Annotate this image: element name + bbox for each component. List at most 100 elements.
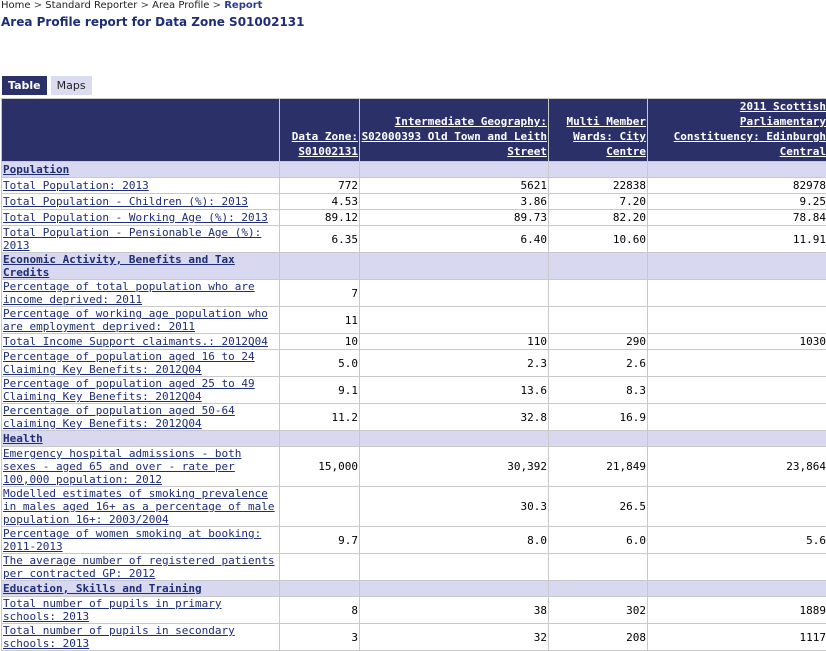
table-row: Total Income Support claimants.: 2012Q04… xyxy=(2,334,826,350)
value-cell: 10.60 xyxy=(549,226,648,253)
section-empty-cell xyxy=(549,431,648,447)
section-title-link[interactable]: Education, Skills and Training xyxy=(3,582,202,595)
value-cell: 2.6 xyxy=(549,350,648,377)
indicator-link[interactable]: Total Income Support claimants.: 2012Q04 xyxy=(3,335,268,348)
section-empty-cell xyxy=(280,253,360,280)
value-cell: 11 xyxy=(280,307,360,334)
column-header-link[interactable]: Data Zone: S01002131 xyxy=(292,130,358,158)
value-cell: 6.35 xyxy=(280,226,360,253)
indicator-link[interactable]: The average number of registered patient… xyxy=(3,554,275,580)
tab-table[interactable]: Table xyxy=(2,76,47,95)
breadcrumb-current: Report xyxy=(224,0,262,11)
section-empty-cell xyxy=(648,431,826,447)
value-cell: 5621 xyxy=(360,178,549,194)
value-cell xyxy=(648,307,826,334)
indicator-label-cell: The average number of registered patient… xyxy=(2,554,280,581)
value-cell xyxy=(648,280,826,307)
section-title-cell: Health xyxy=(2,431,280,447)
indicator-link[interactable]: Percentage of total population who are i… xyxy=(3,280,255,306)
section-title-cell: Education, Skills and Training xyxy=(2,581,280,597)
table-row: Total Population - Pensionable Age (%): … xyxy=(2,226,826,253)
value-cell: 1117 xyxy=(648,624,826,651)
table-row: The average number of registered patient… xyxy=(2,554,826,581)
value-cell: 11.91 xyxy=(648,226,826,253)
value-cell: 302 xyxy=(549,597,648,624)
value-cell: 13.6 xyxy=(360,377,549,404)
value-cell xyxy=(648,377,826,404)
indicator-label-cell: Total Population - Pensionable Age (%): … xyxy=(2,226,280,253)
indicator-label-cell: Total Population - Working Age (%): 2013 xyxy=(2,210,280,226)
indicator-label-cell: Percentage of women smoking at booking: … xyxy=(2,527,280,554)
indicator-link[interactable]: Total Population - Pensionable Age (%): … xyxy=(3,226,261,252)
indicator-link[interactable]: Total Population: 2013 xyxy=(3,179,149,192)
section-header-row: Economic Activity, Benefits and Tax Cred… xyxy=(2,253,826,280)
value-cell: 23,864 xyxy=(648,447,826,487)
value-cell: 4.53 xyxy=(280,194,360,210)
indicator-label-cell: Percentage of working age population who… xyxy=(2,307,280,334)
section-title-link[interactable]: Health xyxy=(3,432,43,445)
value-cell xyxy=(648,487,826,527)
value-cell: 110 xyxy=(360,334,549,350)
value-cell: 5.0 xyxy=(280,350,360,377)
section-empty-cell xyxy=(280,581,360,597)
indicator-link[interactable]: Percentage of working age population who… xyxy=(3,307,268,333)
value-cell: 6.0 xyxy=(549,527,648,554)
tab-maps[interactable]: Maps xyxy=(51,76,92,95)
indicator-link[interactable]: Percentage of population aged 25 to 49 C… xyxy=(3,377,255,403)
indicator-link[interactable]: Emergency hospital admissions - both sex… xyxy=(3,447,241,486)
indicator-label-cell: Total Income Support claimants.: 2012Q04 xyxy=(2,334,280,350)
value-cell xyxy=(648,554,826,581)
column-header-multi-member-wards: Multi Member Wards: City Centre xyxy=(549,99,648,162)
table-row: Total number of pupils in primary school… xyxy=(2,597,826,624)
indicator-label-cell: Total Population - Children (%): 2013 xyxy=(2,194,280,210)
value-cell: 32 xyxy=(360,624,549,651)
table-row: Percentage of population aged 50-64 clai… xyxy=(2,404,826,431)
section-title-cell: Economic Activity, Benefits and Tax Cred… xyxy=(2,253,280,280)
value-cell xyxy=(648,404,826,431)
value-cell: 8.3 xyxy=(549,377,648,404)
section-title-link[interactable]: Economic Activity, Benefits and Tax Cred… xyxy=(3,253,235,279)
value-cell: 3.86 xyxy=(360,194,549,210)
value-cell xyxy=(549,280,648,307)
breadcrumb-standard-reporter-link[interactable]: Standard Reporter xyxy=(45,0,137,11)
table-row: Total Population - Working Age (%): 2013… xyxy=(2,210,826,226)
value-cell xyxy=(280,487,360,527)
value-cell: 82.20 xyxy=(549,210,648,226)
column-header-link[interactable]: Multi Member Wards: City Centre xyxy=(567,115,646,158)
column-header-link[interactable]: Intermediate Geography: S02000393 Old To… xyxy=(362,115,547,158)
section-title-link[interactable]: Population xyxy=(3,163,69,176)
indicator-link[interactable]: Percentage of women smoking at booking: … xyxy=(3,527,261,553)
table-corner-header xyxy=(2,99,280,162)
value-cell: 9.25 xyxy=(648,194,826,210)
section-title-cell: Population xyxy=(2,162,280,178)
indicator-link[interactable]: Total number of pupils in secondary scho… xyxy=(3,624,235,650)
value-cell: 9.7 xyxy=(280,527,360,554)
indicator-label-cell: Percentage of population aged 16 to 24 C… xyxy=(2,350,280,377)
value-cell: 208 xyxy=(549,624,648,651)
breadcrumb-area-profile-link[interactable]: Area Profile xyxy=(152,0,209,11)
section-header-row: Education, Skills and Training xyxy=(2,581,826,597)
indicator-label-cell: Percentage of total population who are i… xyxy=(2,280,280,307)
value-cell xyxy=(549,307,648,334)
indicator-link[interactable]: Percentage of population aged 16 to 24 C… xyxy=(3,350,255,376)
indicator-link[interactable]: Modelled estimates of smoking prevalence… xyxy=(3,487,275,526)
indicator-label-cell: Percentage of population aged 25 to 49 C… xyxy=(2,377,280,404)
section-empty-cell xyxy=(360,253,549,280)
section-empty-cell xyxy=(549,253,648,280)
indicator-link[interactable]: Total Population - Children (%): 2013 xyxy=(3,195,248,208)
column-header-link[interactable]: 2011 Scottish Parliamentary Constituency… xyxy=(674,100,826,158)
value-cell: 3 xyxy=(280,624,360,651)
indicator-link[interactable]: Percentage of population aged 50-64 clai… xyxy=(3,404,235,430)
value-cell: 21,849 xyxy=(549,447,648,487)
indicator-link[interactable]: Total Population - Working Age (%): 2013 xyxy=(3,211,268,224)
breadcrumb-separator: > xyxy=(141,0,149,11)
indicator-label-cell: Total Population: 2013 xyxy=(2,178,280,194)
breadcrumb-home-link[interactable]: Home xyxy=(1,0,31,11)
section-empty-cell xyxy=(360,162,549,178)
value-cell: 82978 xyxy=(648,178,826,194)
indicator-link[interactable]: Total number of pupils in primary school… xyxy=(3,597,222,623)
breadcrumb-separator: > xyxy=(213,0,221,11)
table-row: Modelled estimates of smoking prevalence… xyxy=(2,487,826,527)
table-row: Percentage of working age population who… xyxy=(2,307,826,334)
value-cell xyxy=(549,554,648,581)
